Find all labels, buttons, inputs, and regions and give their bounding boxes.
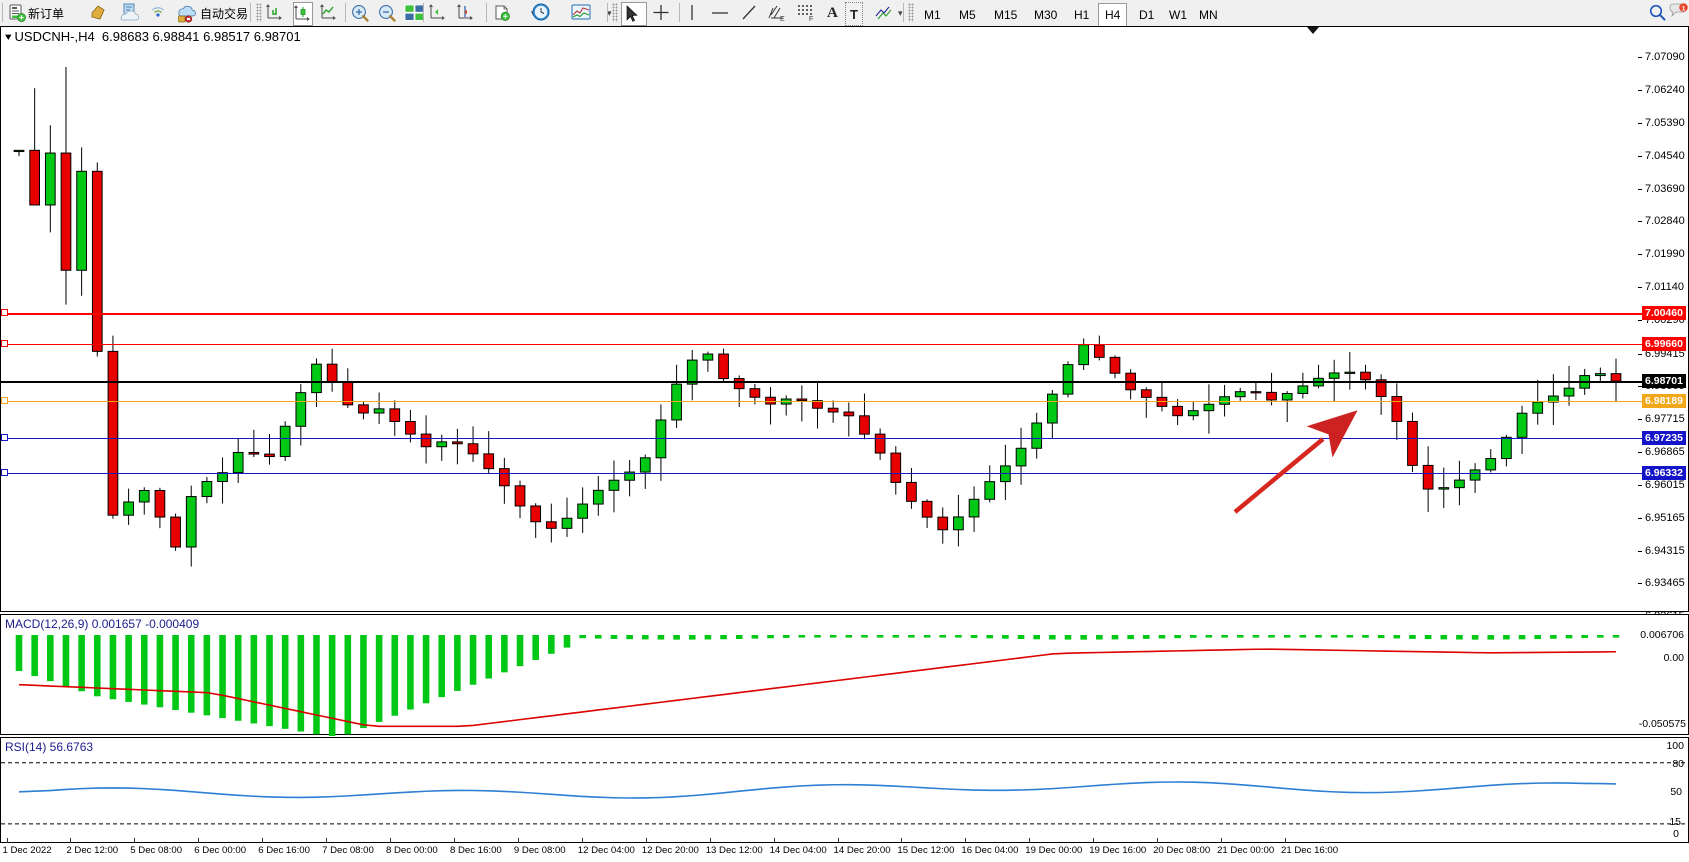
svg-text:1: 1 — [1682, 5, 1686, 12]
svg-text:E: E — [780, 16, 785, 22]
svg-text:F: F — [809, 16, 813, 22]
